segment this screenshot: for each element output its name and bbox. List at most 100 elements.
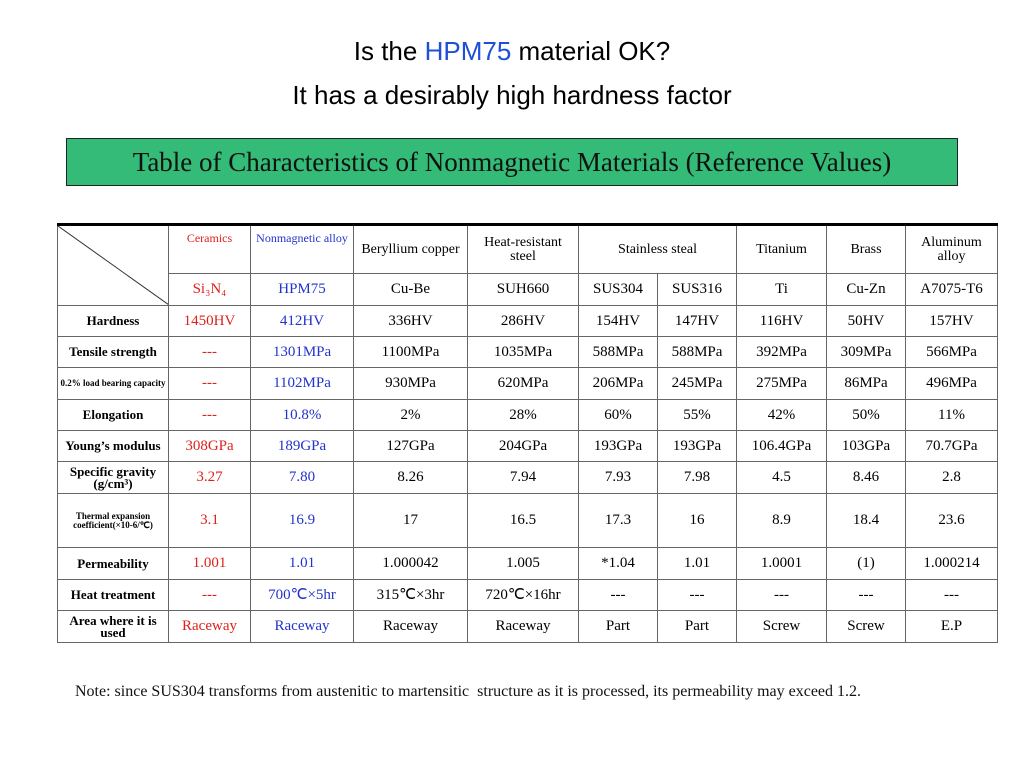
cell: --- bbox=[657, 579, 737, 611]
cell: 566MPa bbox=[905, 336, 998, 368]
cell: --- bbox=[168, 579, 251, 611]
cell: 245MPa bbox=[657, 367, 737, 400]
cell: 17 bbox=[353, 493, 468, 548]
cell: Part bbox=[578, 610, 658, 643]
cell: --- bbox=[736, 579, 827, 611]
cell: 392MPa bbox=[736, 336, 827, 368]
cell: 720℃×16hr bbox=[467, 579, 579, 611]
cell: 127GPa bbox=[353, 430, 468, 462]
subheader-cell: Cu-Zn bbox=[826, 273, 906, 306]
row-label: Specific gravity (g/cm³) bbox=[57, 461, 169, 494]
header-row: Ceramics Nonmagnetic alloy Beryllium coppe… bbox=[57, 223, 998, 306]
header-cell: Stainless steal bbox=[578, 223, 737, 275]
cell: 3.27 bbox=[168, 461, 251, 494]
row-label: Area where it is used bbox=[57, 610, 169, 643]
cell: --- bbox=[168, 336, 251, 368]
cell: 1.000214 bbox=[905, 547, 998, 580]
data-row: Area where it is used Raceway Raceway Racew… bbox=[57, 610, 998, 643]
subheader-cell: SUS316 bbox=[657, 273, 737, 306]
cell: 11% bbox=[905, 399, 998, 431]
table: Ceramics Nonmagnetic alloy Beryllium coppe… bbox=[57, 223, 998, 643]
note: Note: since SUS304 transforms from auste… bbox=[75, 683, 862, 700]
cell: 70.7GPa bbox=[905, 430, 998, 462]
header-cell: Ceramics bbox=[168, 223, 251, 275]
cell: 154HV bbox=[578, 305, 658, 337]
subheader-cell: A7075-T6 bbox=[905, 273, 998, 306]
cell: 60% bbox=[578, 399, 658, 431]
cell: 588MPa bbox=[657, 336, 737, 368]
cell: 1.01 bbox=[657, 547, 737, 580]
cell: --- bbox=[168, 399, 251, 431]
cell: 50HV bbox=[826, 305, 906, 337]
cell: 50% bbox=[826, 399, 906, 431]
cell: 1.000042 bbox=[353, 547, 468, 580]
cell: *1.04 bbox=[578, 547, 658, 580]
title-line-1: Is the HPM75 material OK? bbox=[0, 36, 1024, 67]
data-row: Elongation --- 10.8% 2% 28% 60% 55% 42% 50% 11% bbox=[57, 399, 998, 431]
cell: 7.98 bbox=[657, 461, 737, 494]
row-label: Hardness bbox=[57, 305, 169, 337]
cell: Part bbox=[657, 610, 737, 643]
data-row: Permeability 1.001 1.01 1.000042 1.005 *1.04 1… bbox=[57, 547, 998, 580]
cell: 930MPa bbox=[353, 367, 468, 400]
cell: 4.5 bbox=[736, 461, 827, 494]
cell: 3.1 bbox=[168, 493, 251, 548]
cell: 204GPa bbox=[467, 430, 579, 462]
cell: 496MPa bbox=[905, 367, 998, 400]
cell: 1102MPa bbox=[250, 367, 354, 400]
cell: 1450HV bbox=[168, 305, 251, 337]
cell: 193GPa bbox=[578, 430, 658, 462]
subheader-cell: SUH660 bbox=[467, 273, 579, 306]
cell: --- bbox=[168, 367, 251, 400]
cell: --- bbox=[826, 579, 906, 611]
cell: 23.6 bbox=[905, 493, 998, 548]
cell: 7.93 bbox=[578, 461, 658, 494]
cell: (1) bbox=[826, 547, 906, 580]
cell: 8.26 bbox=[353, 461, 468, 494]
cell: 17.3 bbox=[578, 493, 658, 548]
row-label: Tensile strength bbox=[57, 336, 169, 368]
title-line-2: It has a desirably high hardness factor bbox=[292, 80, 732, 110]
banner: Table of Characteristics of Nonmagnetic … bbox=[66, 138, 958, 186]
title-highlight: HPM75 bbox=[424, 36, 512, 66]
data-row: Heat treatment --- 700℃×5hr 315℃×3hr 720℃×16… bbox=[57, 579, 998, 611]
data-row: Young’s modulus 308GPa 189GPa 127GPa 204GPa 1… bbox=[57, 430, 998, 462]
cell: 157HV bbox=[905, 305, 998, 337]
cell: Screw bbox=[826, 610, 906, 643]
cell: 10.8% bbox=[250, 399, 354, 431]
cell: 700℃×5hr bbox=[250, 579, 354, 611]
cell: 28% bbox=[467, 399, 579, 431]
row-label: Heat treatment bbox=[57, 579, 169, 611]
header-cell: Beryllium copper bbox=[353, 223, 468, 275]
data-row: Tensile strength --- 1301MPa 1100MPa 1035MPa… bbox=[57, 336, 998, 368]
cell: --- bbox=[578, 579, 658, 611]
cell: 588MPa bbox=[578, 336, 658, 368]
cell: 1301MPa bbox=[250, 336, 354, 368]
subheader-cell: Si₃N₄ bbox=[168, 273, 251, 306]
header-cell: Titanium bbox=[736, 223, 827, 275]
cell: 42% bbox=[736, 399, 827, 431]
cell: 16 bbox=[657, 493, 737, 548]
cell: E.P bbox=[905, 610, 998, 643]
cell: 309MPa bbox=[826, 336, 906, 368]
cell: Raceway bbox=[467, 610, 579, 643]
subheader-cell: Ti bbox=[736, 273, 827, 306]
cell: 8.9 bbox=[736, 493, 827, 548]
cell: 116HV bbox=[736, 305, 827, 337]
row-label: Elongation bbox=[57, 399, 169, 431]
cell: 189GPa bbox=[250, 430, 354, 462]
cell: --- bbox=[905, 579, 998, 611]
cell: 336HV bbox=[353, 305, 468, 337]
cell: 1.0001 bbox=[736, 547, 827, 580]
cell: 86MPa bbox=[826, 367, 906, 400]
data-row: Specific gravity (g/cm³) 3.27 7.80 8.26 7.94… bbox=[57, 461, 998, 494]
cell: Raceway bbox=[168, 610, 251, 643]
diagonal bbox=[58, 226, 168, 305]
cell: 286HV bbox=[467, 305, 579, 337]
cell: 106.4GPa bbox=[736, 430, 827, 462]
cell: 620MPa bbox=[467, 367, 579, 400]
header-cell: Brass bbox=[826, 223, 906, 275]
subheader-cell: HPM75 bbox=[250, 273, 354, 306]
cell: 16.5 bbox=[467, 493, 579, 548]
